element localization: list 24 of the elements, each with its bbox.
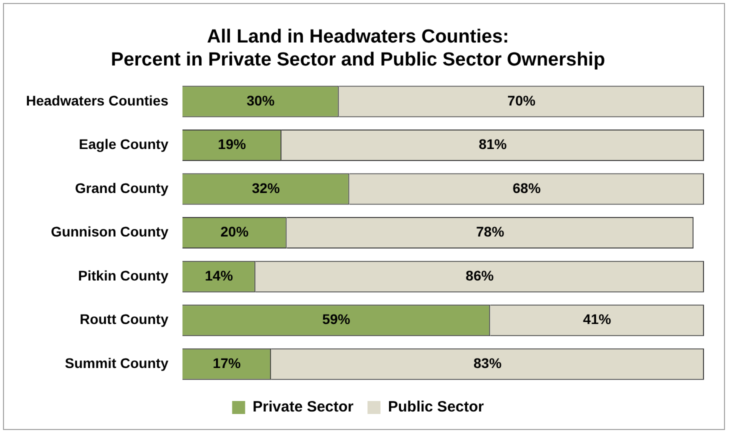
data-label: 81% (478, 136, 508, 152)
data-label: 14% (204, 267, 234, 284)
data-label: 32% (252, 180, 280, 196)
data-label: 68% (512, 180, 542, 196)
y-tick-label: Pitkin County (78, 267, 169, 284)
data-label: 78% (476, 224, 505, 240)
chart-title: All Land in Headwaters Counties: Percent in Private Sector and Public Sector Ownership (110, 26, 606, 70)
y-tick-label: Grand County (75, 180, 169, 196)
y-tick-label: Headwaters Counties (26, 92, 169, 108)
legend-label: Public Sector (388, 398, 484, 416)
data-label: 83% (474, 354, 502, 371)
data-label: 41% (583, 311, 612, 328)
data-label: 70% (507, 92, 536, 108)
y-tick-label: Summit County (64, 354, 169, 371)
data-label: 19% (218, 136, 246, 152)
data-label: 17% (212, 354, 242, 371)
data-label: 30% (246, 92, 276, 108)
legend-label: Private Sector (252, 398, 354, 416)
y-tick-label: Eagle County (78, 136, 169, 152)
data-label: 86% (466, 267, 494, 284)
data-label: 59% (322, 311, 351, 328)
y-tick-label: Gunnison County (50, 224, 169, 240)
data-label: 20% (220, 224, 250, 240)
y-tick-label: Routt County (80, 311, 169, 328)
